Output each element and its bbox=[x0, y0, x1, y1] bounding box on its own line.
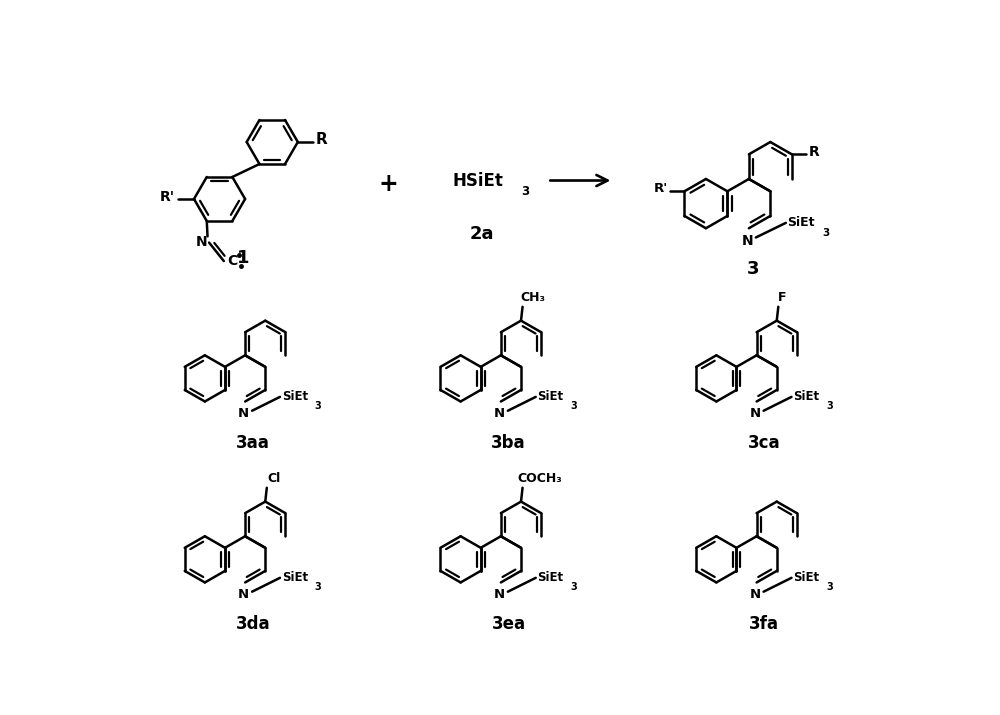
Text: SiEt: SiEt bbox=[282, 390, 308, 403]
Text: 3ca: 3ca bbox=[748, 434, 781, 452]
Text: N: N bbox=[742, 234, 753, 247]
Text: 3: 3 bbox=[522, 184, 530, 198]
Text: 3fa: 3fa bbox=[749, 615, 779, 633]
Text: CH₃: CH₃ bbox=[521, 291, 546, 304]
Text: R': R' bbox=[160, 189, 175, 204]
Text: 3: 3 bbox=[747, 260, 759, 278]
Text: COCH₃: COCH₃ bbox=[518, 472, 562, 485]
Text: N: N bbox=[196, 235, 207, 249]
Text: R: R bbox=[809, 145, 820, 159]
Text: 3: 3 bbox=[315, 401, 321, 411]
Text: 3: 3 bbox=[570, 401, 577, 411]
Text: F: F bbox=[778, 291, 786, 304]
Text: 3ea: 3ea bbox=[492, 615, 526, 633]
Text: 3: 3 bbox=[823, 228, 830, 238]
Text: SiEt: SiEt bbox=[788, 217, 815, 230]
Text: Cl: Cl bbox=[267, 472, 280, 485]
Text: SiEt: SiEt bbox=[793, 390, 819, 403]
Text: N: N bbox=[750, 408, 761, 420]
Text: SiEt: SiEt bbox=[793, 571, 819, 584]
Text: 3da: 3da bbox=[236, 615, 270, 633]
Text: N: N bbox=[494, 588, 505, 601]
Text: 2a: 2a bbox=[469, 225, 494, 243]
Text: 3: 3 bbox=[315, 582, 321, 592]
Text: R: R bbox=[316, 132, 328, 147]
Text: 3: 3 bbox=[826, 401, 833, 411]
Text: 1: 1 bbox=[237, 249, 249, 267]
Text: N: N bbox=[238, 408, 249, 420]
Text: N: N bbox=[494, 408, 505, 420]
Text: R': R' bbox=[653, 182, 668, 195]
Text: 3aa: 3aa bbox=[236, 434, 270, 452]
Text: N: N bbox=[238, 588, 249, 601]
Text: SiEt: SiEt bbox=[537, 390, 564, 403]
Text: 3ba: 3ba bbox=[491, 434, 526, 452]
Text: C: C bbox=[227, 254, 237, 268]
Text: SiEt: SiEt bbox=[282, 571, 308, 584]
Text: HSiEt: HSiEt bbox=[452, 172, 503, 189]
Text: 3: 3 bbox=[826, 582, 833, 592]
Text: SiEt: SiEt bbox=[537, 571, 564, 584]
Text: N: N bbox=[750, 588, 761, 601]
Text: 3: 3 bbox=[570, 582, 577, 592]
Text: +: + bbox=[379, 172, 398, 196]
